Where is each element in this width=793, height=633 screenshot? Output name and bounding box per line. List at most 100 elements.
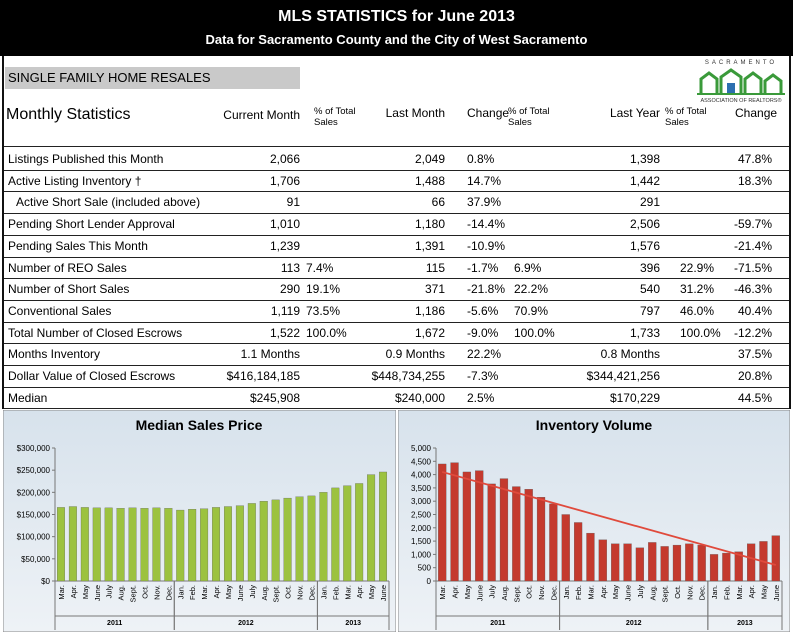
x-tick-label: May (81, 585, 90, 599)
y-tick-label: $100,000 (17, 533, 51, 542)
x-tick-label: Aug. (260, 585, 269, 600)
bar (212, 507, 221, 582)
bar (152, 507, 161, 582)
cell-value: 1,186 (414, 303, 445, 318)
column-header: Change (467, 106, 510, 120)
cell-value: 47.8% (737, 152, 772, 166)
cell-value: 0.8% (467, 152, 495, 166)
cell-value: -59.7% (733, 217, 772, 232)
row-line (4, 343, 789, 345)
bar (598, 539, 607, 582)
cell-value: $344,421,256 (586, 369, 660, 383)
x-tick-label: Aug. (648, 585, 657, 600)
chart: Median Sales Price $0 $50,000 $100,000 $150… (3, 410, 396, 632)
chart-title: Inventory Volume (536, 417, 653, 433)
x-group-label: 2013 (345, 620, 361, 627)
cell-value: $416,184,185 (226, 369, 300, 383)
cell-value: 22.2% (467, 347, 502, 362)
bar (56, 507, 65, 582)
row-line (4, 321, 789, 323)
x-tick-label: June (93, 585, 102, 601)
chart-bg (3, 410, 396, 632)
cell-value: 20.8% (737, 369, 772, 383)
row-line (4, 386, 789, 388)
bar (475, 470, 484, 582)
bar (536, 497, 546, 582)
bar (549, 503, 558, 582)
x-tick-label: Feb. (188, 585, 197, 600)
x-tick-label: Apr. (69, 585, 78, 598)
row-line (4, 146, 789, 147)
x-tick-label: Mar. (343, 585, 352, 600)
row-label: Conventional Sales (8, 303, 112, 318)
cell-value: 1,239 (269, 238, 300, 253)
x-tick-label: Apr. (355, 585, 364, 598)
x-tick-label: Oct. (140, 585, 149, 599)
cell-value: 1,119 (270, 303, 300, 318)
x-tick-label: Mar. (57, 585, 66, 600)
bar (200, 508, 209, 582)
cell-value: 44.5% (737, 390, 772, 405)
y-tick-label: 1,000 (411, 550, 432, 559)
cell-value: 100.0% (680, 325, 721, 340)
x-tick-label: May (367, 585, 376, 599)
x-tick-label: May (759, 585, 768, 599)
y-tick-label: 2,500 (411, 511, 432, 520)
bar (188, 509, 197, 582)
x-tick-label: Apr. (599, 585, 608, 598)
x-tick-label: Nov. (685, 585, 694, 600)
x-tick-label: Feb. (722, 585, 731, 600)
cell-value: $240,000 (394, 390, 445, 405)
border (2, 56, 4, 409)
cell-value: -1.7% (467, 260, 499, 275)
bar (283, 497, 292, 582)
cell-value: 2.5% (467, 390, 495, 405)
y-tick-label: 5,000 (411, 444, 432, 453)
border (789, 56, 791, 409)
bar (355, 483, 364, 582)
trendline (441, 471, 777, 566)
x-tick-label: Nov. (296, 585, 305, 600)
x-tick-label: Apr. (451, 585, 460, 598)
cell-value: 0.8 Months (600, 347, 660, 362)
x-tick-label: July (105, 585, 114, 599)
logo: SACRAMENTO ASSOCIATION OF REALTORS® (695, 60, 787, 106)
x-tick-label: Mar. (200, 585, 209, 600)
cell-value: -9.0% (467, 325, 499, 340)
y-tick-label: 3,000 (411, 497, 432, 506)
bar (623, 543, 632, 582)
bar (331, 487, 340, 582)
bar (722, 552, 731, 582)
cell-value: $170,229 (609, 390, 660, 405)
cell-value: 1,733 (629, 325, 660, 340)
column-header: % of Total Sales (508, 106, 550, 128)
column-header: Change (735, 106, 778, 120)
row-label: Active Listing Inventory † (8, 173, 142, 188)
row-line (4, 365, 789, 366)
x-tick-label: June (772, 585, 781, 601)
row-label: Dollar Value of Closed Escrows (8, 369, 176, 383)
cell-value: 22.2% (514, 282, 549, 297)
cell-value: 66 (431, 195, 445, 210)
x-tick-label: Mar. (586, 585, 595, 600)
row-line (4, 299, 789, 301)
x-tick-label: Feb. (574, 585, 583, 600)
row-line (4, 191, 789, 193)
x-group-label: 2013 (737, 620, 753, 627)
logo-top: SACRAMENTO (704, 60, 778, 66)
x-tick-label: Dec. (307, 585, 316, 600)
bar (367, 474, 376, 582)
y-tick-label: 3,500 (411, 484, 432, 493)
column-header: Monthly Statistics (6, 106, 131, 123)
x-tick-label: Oct. (284, 585, 293, 599)
cell-value: 100.0% (306, 325, 347, 340)
x-tick-label: Nov. (152, 585, 161, 600)
bar (512, 486, 521, 582)
bar (586, 532, 595, 582)
chart: Inventory Volume 0 500 1,000 1,500 2,000 2,50… (398, 410, 790, 632)
bar (247, 503, 256, 582)
x-tick-label: June (475, 585, 484, 601)
cell-value: 40.4% (737, 303, 772, 318)
subtitle: Data for Sacramento County and the City … (205, 32, 588, 47)
